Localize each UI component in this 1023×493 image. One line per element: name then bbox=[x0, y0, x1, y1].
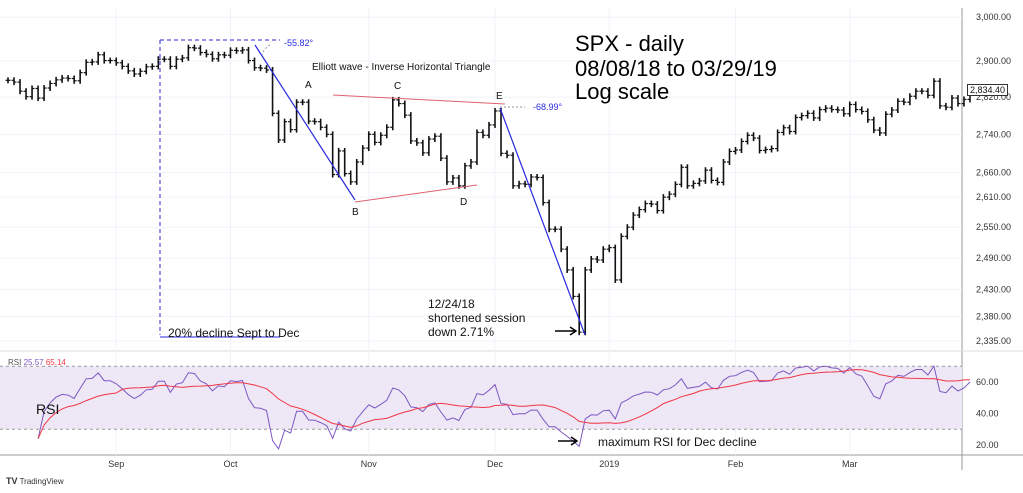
chart-subtitle-range: 08/08/18 to 03/29/19 bbox=[575, 56, 777, 81]
x-tick-label: Sep bbox=[108, 459, 124, 469]
tradingview-icon: TV bbox=[6, 476, 18, 486]
tradingview-logo: TV TradingView bbox=[6, 476, 64, 486]
triangle-upper-line bbox=[332, 94, 506, 105]
session-note-line2: shortened session bbox=[428, 311, 526, 325]
rsi-ma-legend-value: 65.14 bbox=[45, 358, 66, 367]
angle-label-2: -68.99° bbox=[533, 102, 563, 112]
x-tick-label: Feb bbox=[728, 459, 744, 469]
triangle-lower-line bbox=[354, 184, 478, 203]
rsi-legend-value: 25.57 bbox=[23, 358, 44, 367]
y-tick-label: 2,550.00 bbox=[976, 222, 1011, 232]
y-tick-label: 2,335.00 bbox=[976, 336, 1011, 346]
y-tick-label: 2,380.00 bbox=[976, 311, 1011, 321]
angle-label-1: -55.82° bbox=[284, 38, 314, 48]
x-tick-label: Oct bbox=[223, 459, 238, 469]
rsi-ma-line bbox=[37, 369, 971, 439]
x-tick-label: Mar bbox=[842, 459, 858, 469]
rsi-y-tick-label: 60.00 bbox=[976, 377, 999, 387]
angle-arc-1 bbox=[261, 44, 271, 56]
rsi-y-tick-label: 20.00 bbox=[976, 440, 999, 450]
rsi-legend-title: RSI bbox=[8, 358, 22, 367]
wave-label-b: B bbox=[352, 207, 359, 218]
y-tick-label: 2,740.00 bbox=[976, 129, 1011, 139]
session-note-line3: down 2.71% bbox=[428, 325, 495, 339]
trend-line-2 bbox=[499, 107, 586, 336]
x-tick-label: 2019 bbox=[599, 459, 619, 469]
rsi-big-label: RSI bbox=[36, 401, 60, 417]
rsi-band bbox=[0, 366, 962, 430]
arrow-right-icon bbox=[555, 326, 578, 336]
chart-title: SPX - daily bbox=[575, 31, 684, 56]
y-tick-label: 2,610.00 bbox=[976, 192, 1011, 202]
wave-label-e: E bbox=[496, 91, 503, 102]
y-tick-label: 2,820.00 bbox=[976, 92, 1011, 102]
wave-title: Elliott wave - Inverse Horizontal Triang… bbox=[312, 62, 491, 73]
y-tick-label: 2,900.00 bbox=[976, 56, 1011, 66]
y-tick-label: 2,660.00 bbox=[976, 168, 1011, 178]
rsi-note: maximum RSI for Dec decline bbox=[598, 435, 757, 449]
x-tick-label: Nov bbox=[361, 459, 378, 469]
wave-label-d: D bbox=[460, 197, 468, 208]
y-tick-label: 2,490.00 bbox=[976, 253, 1011, 263]
y-tick-label: 2,430.00 bbox=[976, 284, 1011, 294]
y-tick-label: 3,000.00 bbox=[976, 12, 1011, 22]
rsi-legend: RSI 25.57 65.14 bbox=[8, 358, 66, 367]
chart-subtitle-scale: Log scale bbox=[575, 79, 670, 104]
rsi-y-tick-label: 40.00 bbox=[976, 409, 999, 419]
wave-label-a: A bbox=[305, 80, 312, 91]
trend-line-1 bbox=[254, 44, 356, 201]
brand-name: TradingView bbox=[19, 477, 64, 486]
wave-label-c: C bbox=[394, 81, 402, 92]
rsi-line bbox=[37, 364, 971, 450]
last-price-label: 2,834.40 bbox=[967, 84, 1009, 96]
decline-note: 20% decline Sept to Dec bbox=[168, 326, 300, 340]
x-tick-label: Dec bbox=[487, 459, 504, 469]
session-note-date: 12/24/18 bbox=[428, 297, 475, 311]
arrow-right-icon bbox=[558, 436, 579, 446]
